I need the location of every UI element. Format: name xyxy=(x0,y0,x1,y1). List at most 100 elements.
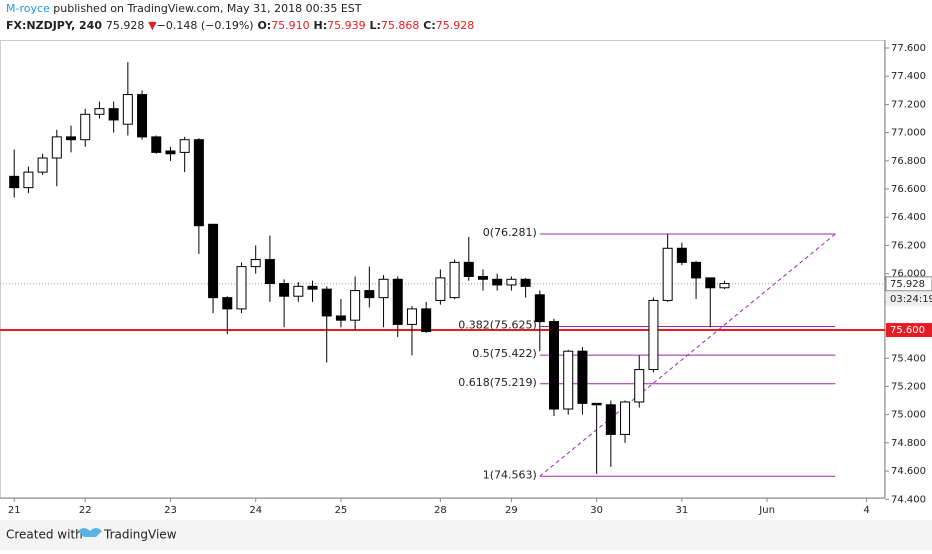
last-price-tag xyxy=(885,276,932,292)
candle-body xyxy=(648,299,659,371)
candle-body xyxy=(236,266,247,310)
candle-body xyxy=(421,308,432,332)
candle-body xyxy=(506,278,517,286)
x-tick-label: 4 xyxy=(863,505,869,516)
candle-body xyxy=(563,350,574,410)
candle-body xyxy=(264,259,275,285)
support-tag xyxy=(886,323,932,338)
candle-body xyxy=(364,290,375,299)
h-label: H: xyxy=(314,19,328,32)
x-tick-label: 30 xyxy=(590,505,603,516)
candle-body xyxy=(80,113,91,141)
candle-body xyxy=(94,108,105,115)
candle-body xyxy=(165,150,176,155)
candle-body xyxy=(634,369,645,403)
header-line: M-royce published on TradingView.com, Ma… xyxy=(6,2,362,15)
candle-body xyxy=(208,223,219,299)
candle-body xyxy=(662,247,673,301)
x-tick-label: 24 xyxy=(249,505,262,516)
arrow: ▼ xyxy=(148,19,157,32)
c-label: C: xyxy=(423,19,435,32)
candle-body xyxy=(335,315,346,321)
footer-bar xyxy=(0,520,932,550)
candle-body xyxy=(321,288,332,317)
l: 75.868 xyxy=(381,19,420,32)
y-tick-label: 74.600 xyxy=(891,466,926,477)
y-tick-label: 76.400 xyxy=(891,212,926,223)
x-tick-label: 23 xyxy=(164,505,177,516)
y-tick-label: 74.800 xyxy=(891,438,926,449)
x-tick-label: 22 xyxy=(79,505,92,516)
candle-body xyxy=(691,261,702,279)
y-tick-label: 75.000 xyxy=(891,410,926,421)
candle-body xyxy=(463,261,474,277)
candle-body xyxy=(279,283,290,297)
y-tick-label: 77.000 xyxy=(891,128,926,139)
symbol-line: FX:NZDJPY, 240 75.928 ▼−0.148 (−0.19%) O… xyxy=(6,19,474,32)
candle-body xyxy=(492,278,503,286)
last: 75.928 xyxy=(106,19,145,32)
x-tick-label: 21 xyxy=(8,505,21,516)
c: 75.928 xyxy=(436,19,475,32)
y-tick-label: 77.600 xyxy=(891,43,926,54)
fib-label: 0(76.281) xyxy=(483,226,537,239)
y-tick-label: 75.200 xyxy=(891,381,926,392)
y-tick-label: 77.200 xyxy=(891,99,926,110)
y-tick-label: 76.000 xyxy=(891,269,926,280)
candle-body xyxy=(350,290,361,321)
candle-body xyxy=(406,308,417,325)
candle-body xyxy=(676,247,687,263)
candle-body xyxy=(250,259,261,268)
candle-body xyxy=(307,285,318,290)
y-tick-label: 75.400 xyxy=(891,353,926,364)
candle-body xyxy=(477,275,488,280)
last-price-label: 75.928 xyxy=(890,279,925,290)
candle-body xyxy=(705,277,716,289)
fib-label: 0.5(75.422) xyxy=(472,347,537,360)
fib-trend xyxy=(539,233,836,477)
candle-body xyxy=(51,136,62,159)
o: 75.910 xyxy=(271,19,310,32)
candle-body xyxy=(151,136,162,153)
published: published on TradingView.com, May 31, 20… xyxy=(53,2,361,15)
h: 75.939 xyxy=(327,19,366,32)
candle-body xyxy=(23,171,34,189)
support-label: 75.600 xyxy=(890,325,925,336)
author[interactable]: M-royce xyxy=(6,2,50,15)
y-tick-label: 76.800 xyxy=(891,156,926,167)
l-label: L: xyxy=(369,19,380,32)
candle-body xyxy=(449,261,460,299)
tv-logo xyxy=(78,528,102,537)
candle-body xyxy=(179,139,190,153)
candle-body xyxy=(137,94,148,138)
candle-body xyxy=(435,277,446,301)
fib-label: 0.618(75.219) xyxy=(458,376,537,389)
footer-brand[interactable]: TradingView xyxy=(103,528,177,542)
change: −0.148 (−0.19%) xyxy=(157,19,254,32)
candle-body xyxy=(293,285,304,297)
candle-body xyxy=(591,402,602,406)
y-tick-label: 74.400 xyxy=(891,494,926,505)
y-tick-label: 77.400 xyxy=(891,71,926,82)
o-label: O: xyxy=(257,19,271,32)
footer-created: Created with xyxy=(6,528,83,542)
candle-body xyxy=(108,108,119,121)
candle-body xyxy=(37,157,48,173)
candle-body xyxy=(378,278,389,299)
candle-body xyxy=(520,278,531,287)
candle-body xyxy=(392,278,403,325)
y-tick-label: 76.600 xyxy=(891,184,926,195)
fib-label: 0.382(75.625) xyxy=(458,319,537,332)
x-tick-label: 29 xyxy=(505,505,518,516)
candle-body xyxy=(620,401,631,435)
y-tick-label: 76.200 xyxy=(891,240,926,251)
candle-body xyxy=(605,404,616,435)
x-tick-label: 25 xyxy=(335,505,348,516)
candle-body xyxy=(222,297,233,310)
countdown: 03:24:19 xyxy=(890,294,932,305)
candle-body xyxy=(719,283,730,289)
candle-body xyxy=(66,136,77,141)
candle-body xyxy=(193,139,204,227)
candle-body xyxy=(534,294,545,323)
